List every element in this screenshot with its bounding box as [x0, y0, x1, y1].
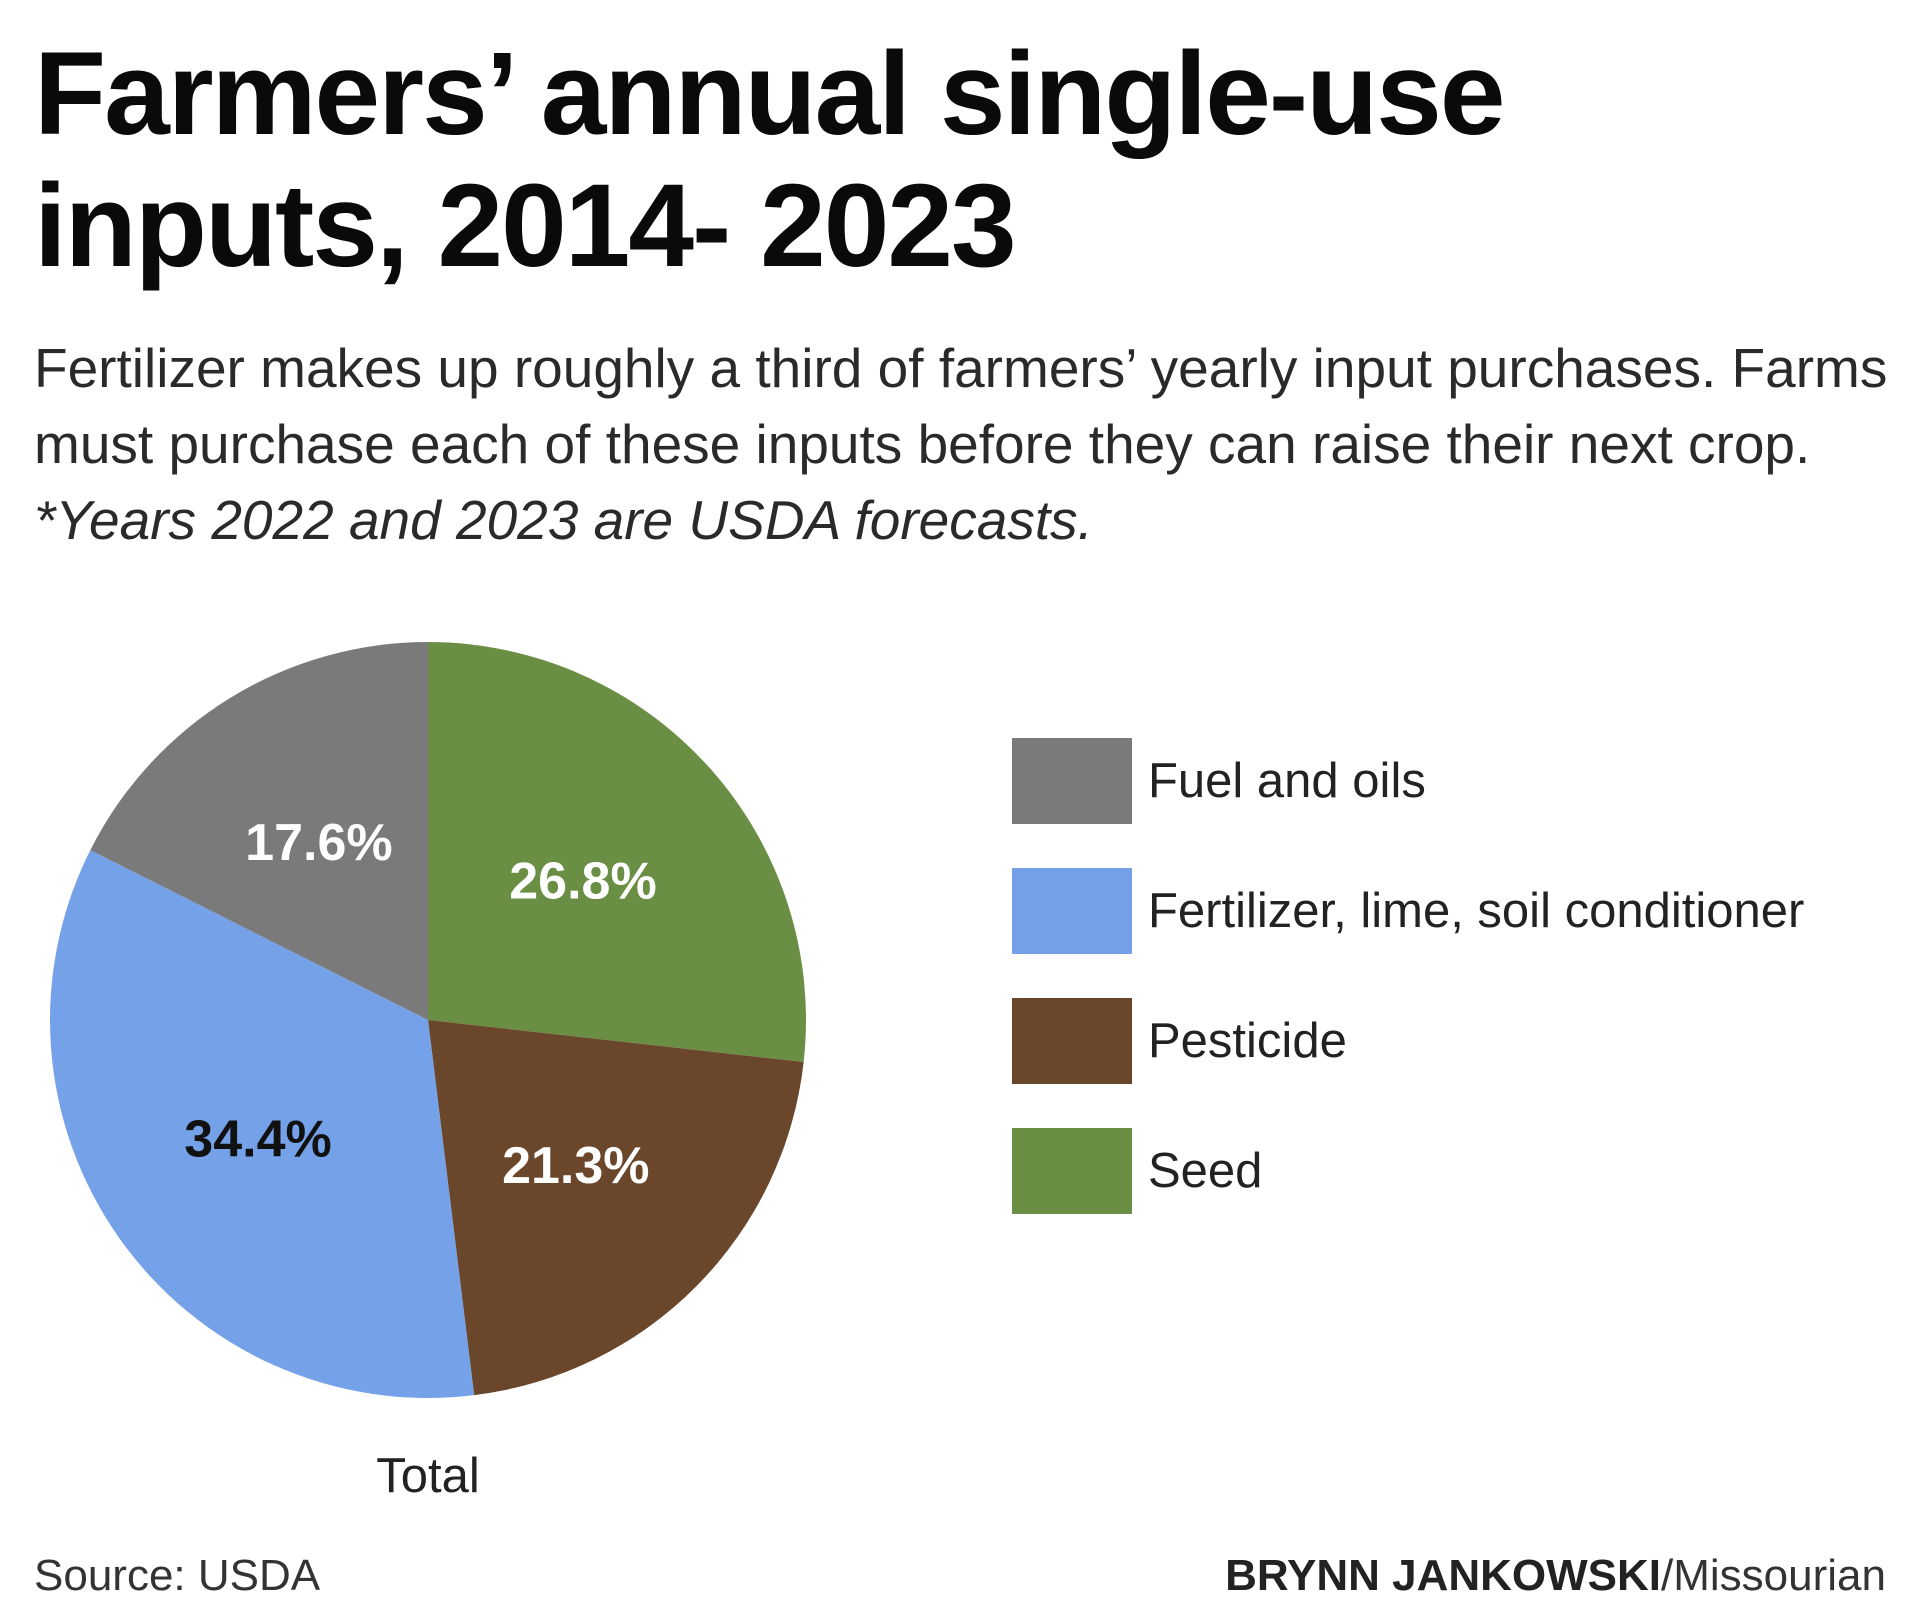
slice-label-fertilizer-lime-soil-conditioner: 34.4%	[184, 1111, 331, 1169]
legend-swatch-seed	[1012, 1128, 1132, 1214]
subtitle-text: Fertilizer makes up roughly a third of f…	[34, 337, 1888, 475]
credit-line: BRYNN JANKOWSKI/Missourian	[1225, 1552, 1886, 1600]
pie-slices	[50, 642, 806, 1398]
chart-title: Farmers’ annual single-use inputs, 2014-…	[34, 28, 1505, 292]
slice-label-pesticide: 21.3%	[502, 1137, 649, 1195]
pie-slice-pesticide	[428, 1020, 804, 1396]
legend: Fuel and oils Fertilizer, lime, soil cond…	[1012, 738, 1804, 1214]
credit-outlet: /Missourian	[1661, 1551, 1886, 1600]
pie-slice-labels: 26.8% 21.3% 34.4% 17.6%	[184, 814, 656, 1195]
slice-label-seed: 26.8%	[509, 852, 656, 910]
slice-label-fuel-and-oils: 17.6%	[245, 814, 392, 872]
forecast-note: *Years 2022 and 2023 are USDA forecasts.	[34, 489, 1093, 551]
legend-label-pesticide: Pesticide	[1148, 1014, 1347, 1068]
legend-swatch-pesticide	[1012, 998, 1132, 1084]
legend-label-seed: Seed	[1148, 1144, 1262, 1198]
pie-caption: Total	[376, 1449, 480, 1503]
legend-swatch-fuel-and-oils	[1012, 738, 1132, 824]
pie-slice-fuel-and-oils	[90, 642, 428, 1020]
legend-swatch-fertilizer-lime-soil-conditioner	[1012, 868, 1132, 954]
legend-label-fuel-and-oils: Fuel and oils	[1148, 754, 1426, 808]
pie-slice-fertilizer-lime-soil-conditioner	[50, 850, 475, 1398]
credit-author: BRYNN JANKOWSKI	[1225, 1551, 1662, 1600]
pie-slice-seed	[428, 642, 806, 1063]
source-note: Source: USDA	[34, 1551, 321, 1600]
chart-subtitle: Fertilizer makes up roughly a third of f…	[34, 330, 1904, 558]
pie-chart: 26.8% 21.3% 34.4% 17.6% Total Fuel and oils…	[50, 642, 1804, 1503]
legend-label-fertilizer-lime-soil-conditioner: Fertilizer, lime, soil conditioner	[1148, 884, 1804, 938]
